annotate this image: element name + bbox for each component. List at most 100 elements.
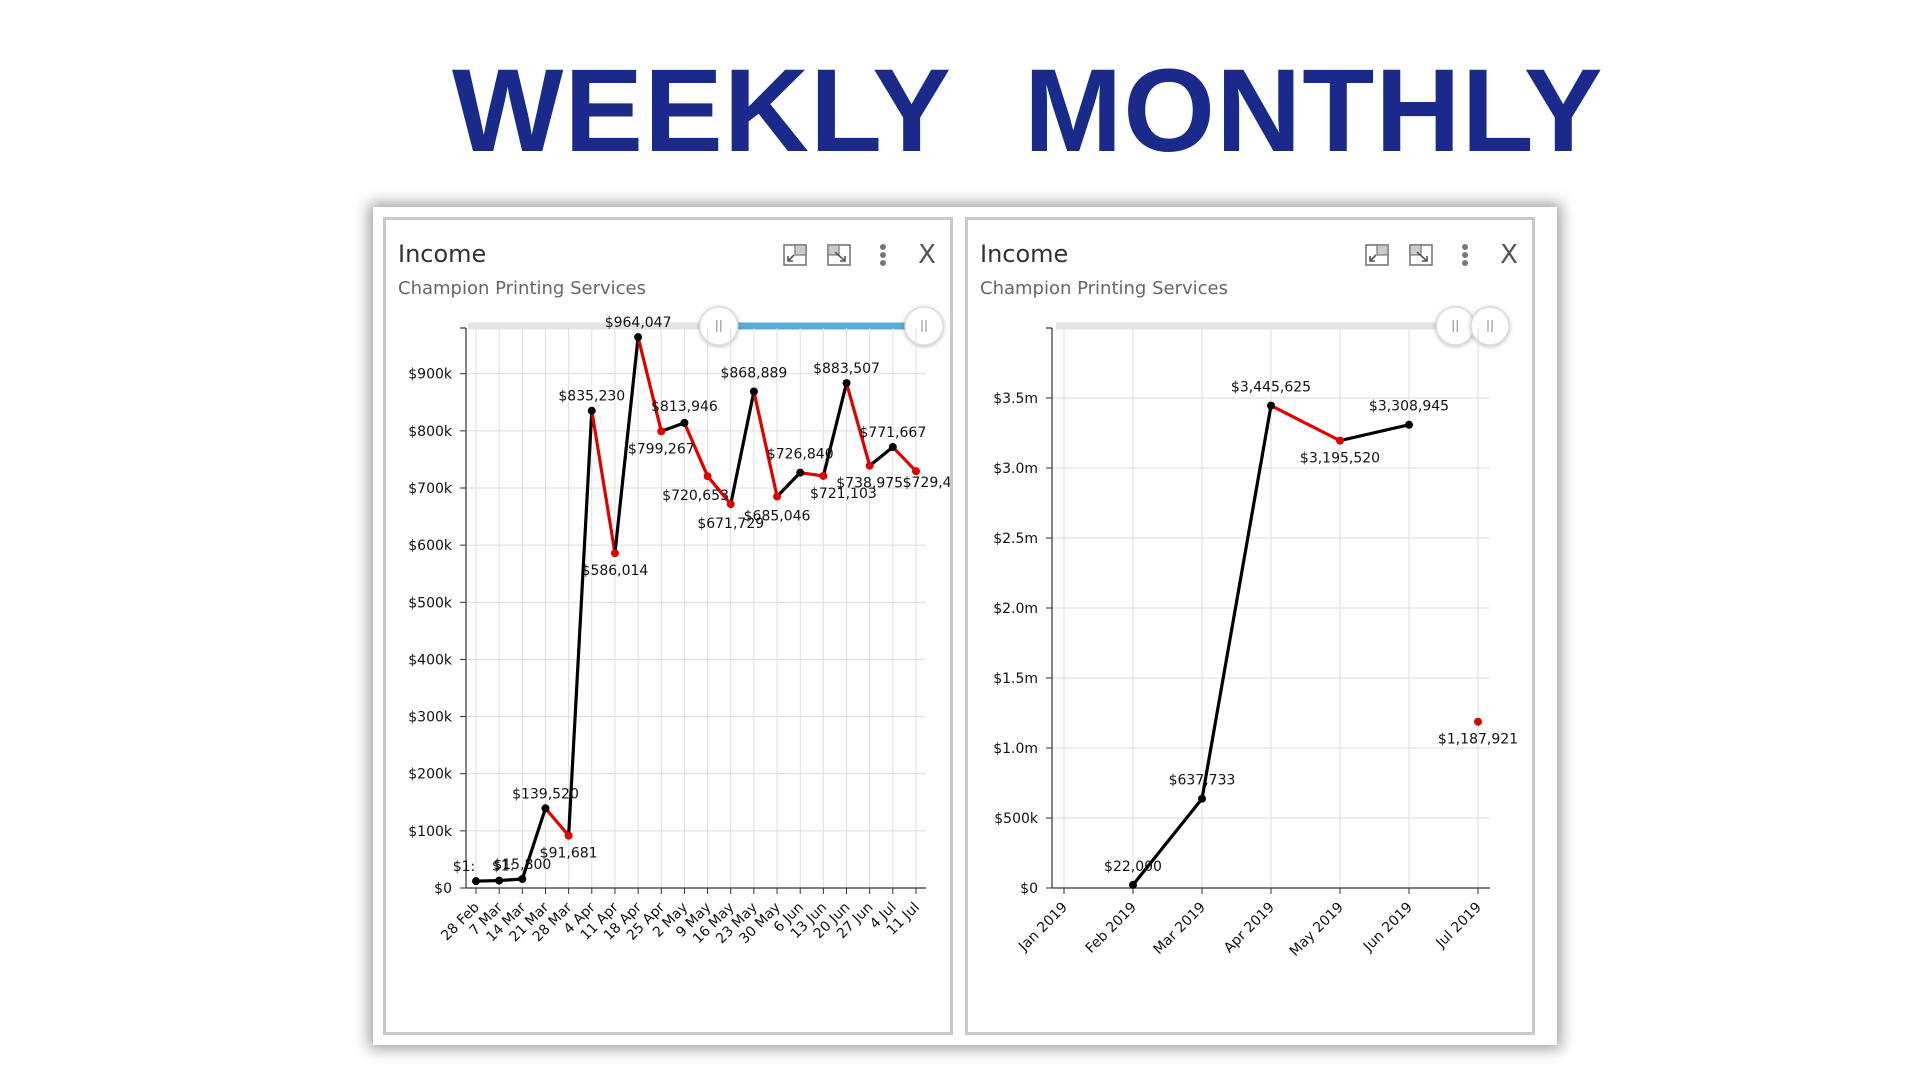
data-label: $22,000 bbox=[1104, 859, 1162, 875]
panel-toolbar: X bbox=[782, 242, 940, 268]
data-label: $813,946 bbox=[651, 399, 718, 415]
y-tick-label: $3.0m bbox=[993, 461, 1038, 477]
y-tick-label: $0 bbox=[1020, 881, 1038, 897]
data-point bbox=[912, 467, 920, 476]
x-tick-label: Jan 2019 bbox=[1015, 900, 1071, 956]
series-segment bbox=[844, 381, 872, 468]
monthly-heading: MONTHLY bbox=[1024, 45, 1604, 177]
data-label: $868,889 bbox=[720, 365, 787, 381]
range-handle-end[interactable] bbox=[904, 306, 944, 346]
data-label: $3,445,625 bbox=[1231, 380, 1311, 396]
data-point bbox=[865, 461, 874, 470]
data-point bbox=[564, 831, 573, 840]
data-label: $1,187,921 bbox=[1438, 732, 1518, 748]
x-tick-label: Jun 2019 bbox=[1360, 900, 1416, 956]
data-label: $771,667 bbox=[859, 425, 926, 441]
data-point bbox=[749, 387, 758, 396]
maximize-icon[interactable] bbox=[826, 242, 852, 268]
y-tick-label: $400k bbox=[408, 652, 453, 668]
data-point bbox=[703, 472, 712, 481]
data-label: $883,507 bbox=[813, 361, 880, 377]
data-label: $15,800 bbox=[493, 857, 551, 873]
series-segment bbox=[543, 806, 571, 838]
x-tick-label: Apr 2019 bbox=[1221, 900, 1278, 957]
maximize-icon[interactable] bbox=[1408, 242, 1434, 268]
data-label: $1: bbox=[492, 859, 515, 875]
weekly-income-panel: Income Champion Printing Services X $0 $1… bbox=[383, 217, 953, 1035]
series-segment bbox=[729, 389, 756, 506]
weekly-income-chart: $0 $100k $200k $300k $400k $500k $600k $700k $80… bbox=[408, 306, 950, 947]
minimize-icon[interactable] bbox=[1364, 242, 1390, 268]
panel-toolbar: X bbox=[1364, 242, 1522, 268]
weekly-heading: WEEKLY bbox=[452, 45, 952, 177]
data-point bbox=[1474, 717, 1482, 726]
data-point bbox=[842, 379, 851, 388]
panel-title: Income bbox=[398, 240, 487, 268]
y-tick-label: $1.0m bbox=[993, 741, 1038, 757]
series-segment bbox=[659, 421, 687, 433]
close-icon[interactable]: X bbox=[918, 240, 936, 270]
data-point bbox=[634, 333, 643, 342]
more-options-icon[interactable] bbox=[870, 242, 896, 268]
series-segment bbox=[636, 335, 663, 433]
data-label: $835,230 bbox=[558, 389, 625, 405]
range-handle-start[interactable] bbox=[699, 306, 739, 346]
x-tick-label: Jul 2019 bbox=[1433, 900, 1485, 952]
data-label: $721,103 bbox=[810, 486, 877, 502]
monthly-income-panel: Income Champion Printing Services X $0 $5… bbox=[965, 217, 1535, 1035]
y-tick-label: $0 bbox=[434, 881, 452, 897]
data-point bbox=[541, 804, 550, 813]
series-segment bbox=[613, 335, 640, 555]
data-label: $685,046 bbox=[744, 509, 811, 525]
x-tick-label: May 2019 bbox=[1287, 900, 1347, 960]
y-tick-label: $2.0m bbox=[993, 601, 1038, 617]
y-tick-label: $100k bbox=[408, 824, 453, 840]
y-tick-label: $200k bbox=[408, 767, 453, 783]
data-point bbox=[1405, 420, 1413, 429]
close-icon[interactable]: X bbox=[1500, 240, 1518, 270]
data-label: $729,430 bbox=[903, 475, 950, 491]
y-tick-label: $900k bbox=[408, 367, 453, 383]
data-point bbox=[796, 468, 805, 477]
data-label: $671,729 bbox=[697, 516, 764, 532]
y-tick-label: $500k bbox=[994, 811, 1039, 827]
y-tick-label: $3.5m bbox=[993, 391, 1038, 407]
series-segment bbox=[752, 389, 779, 499]
minimize-icon[interactable] bbox=[782, 242, 808, 268]
data-label: $139,520 bbox=[512, 786, 579, 802]
data-label: $586,014 bbox=[582, 563, 649, 579]
monthly-income-chart: $0 $500k $1.0m $1.5m $2.0m $2.5m $3.0m $3.5m Jan… bbox=[993, 306, 1518, 960]
data-point bbox=[657, 427, 666, 436]
data-point bbox=[819, 471, 828, 480]
series-segment bbox=[705, 474, 733, 506]
data-label: $799,267 bbox=[628, 441, 695, 457]
data-point bbox=[495, 876, 504, 885]
data-point bbox=[518, 874, 527, 883]
series-segment bbox=[1269, 404, 1342, 443]
data-point bbox=[610, 549, 619, 558]
range-handle-start[interactable] bbox=[1435, 306, 1476, 346]
more-options-icon[interactable] bbox=[1452, 242, 1478, 268]
series-segment bbox=[821, 381, 849, 478]
panel-subtitle: Champion Printing Services bbox=[980, 278, 1228, 299]
data-point bbox=[472, 877, 480, 886]
data-label: $738,975 bbox=[836, 476, 903, 492]
x-tick-label: Feb 2019 bbox=[1083, 900, 1140, 957]
y-tick-label: $700k bbox=[408, 481, 453, 497]
series-segment bbox=[868, 445, 895, 468]
y-tick-label: $300k bbox=[408, 710, 453, 726]
data-label: $3,195,520 bbox=[1300, 451, 1380, 467]
y-tick-label: $600k bbox=[408, 538, 453, 554]
range-handle-end[interactable] bbox=[1470, 306, 1510, 346]
data-point bbox=[1336, 436, 1344, 445]
data-point bbox=[773, 492, 782, 501]
y-tick-label: $800k bbox=[408, 424, 453, 440]
data-label: $637,733 bbox=[1169, 773, 1236, 789]
data-point bbox=[888, 443, 897, 452]
data-label: $1: bbox=[453, 859, 476, 875]
x-tick-label: Mar 2019 bbox=[1150, 900, 1208, 958]
series-segment bbox=[891, 445, 918, 473]
series-segment bbox=[567, 409, 594, 838]
data-point bbox=[1198, 794, 1206, 803]
series-segment bbox=[1338, 423, 1411, 443]
